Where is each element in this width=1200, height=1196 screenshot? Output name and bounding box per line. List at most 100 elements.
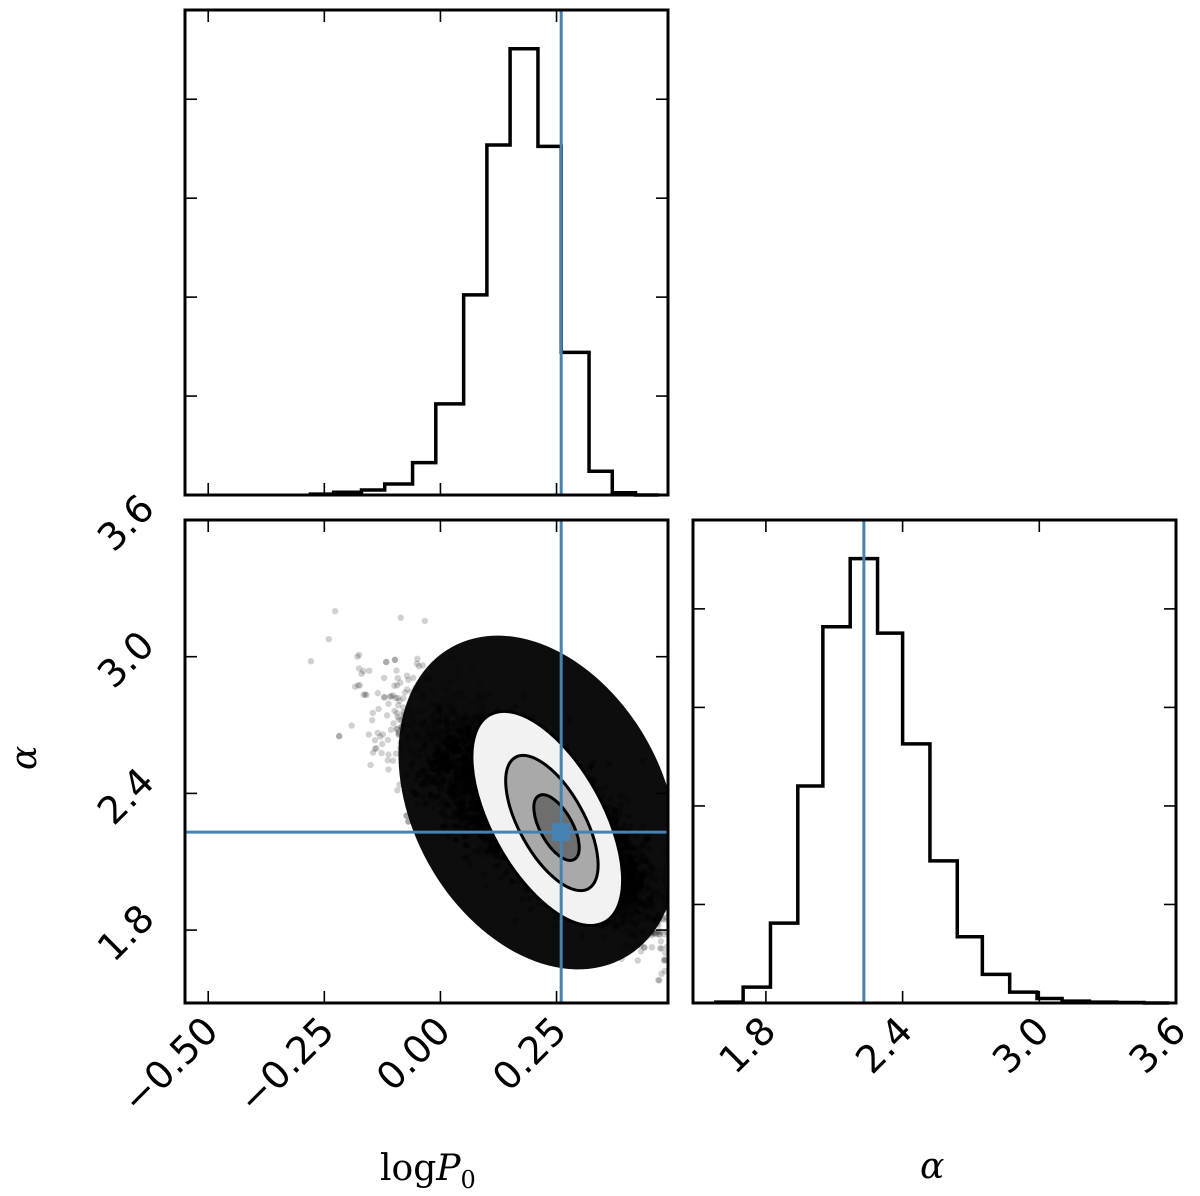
- scatter-point: [656, 931, 664, 938]
- scatter-point: [700, 987, 706, 993]
- scatter-point: [413, 660, 421, 667]
- scatter-point: [371, 737, 379, 744]
- scatter-point: [678, 978, 684, 984]
- scatter-point: [358, 670, 365, 677]
- scatter-point: [395, 716, 403, 723]
- scatter-point: [392, 750, 400, 757]
- scatter-point: [395, 702, 402, 709]
- scatter-point: [375, 705, 382, 713]
- joint-scatter-panel: −0.50 −0.25 0.00 0.251.82.43.03.6: [89, 486, 724, 1122]
- logp0-hist-bar: [413, 463, 436, 495]
- scatter-point: [387, 726, 395, 733]
- scatter-point: [356, 682, 363, 689]
- scatter-point: [681, 953, 687, 959]
- scatter-point: [391, 707, 398, 715]
- scatter-point: [655, 931, 663, 938]
- logp0-hist-bar: [436, 404, 464, 495]
- scatter-point: [393, 667, 400, 674]
- logp0-hist-bar: [487, 145, 510, 495]
- scatter-point: [678, 942, 684, 948]
- scatter-point: [366, 667, 373, 674]
- scatter-point: [383, 658, 390, 666]
- scatter-point: [392, 694, 399, 702]
- scatter-point: [393, 725, 401, 733]
- scatter-point: [657, 938, 664, 945]
- scatter-point: [672, 928, 678, 934]
- scatter-point: [658, 945, 665, 952]
- scatter-point: [673, 882, 679, 888]
- scatter-point: [385, 751, 392, 758]
- scatter-point: [671, 932, 677, 938]
- scatter-point: [363, 691, 370, 699]
- scatter-point: [391, 656, 399, 663]
- scatter-point: [673, 918, 679, 924]
- scatter-point: [661, 931, 668, 938]
- scatter-point: [657, 945, 664, 952]
- scatter-point: [673, 928, 679, 934]
- logp0-hist-bar: [464, 295, 487, 495]
- scatter-point: [670, 1001, 676, 1007]
- scatter-point: [367, 761, 374, 769]
- scatter-point: [336, 732, 343, 740]
- scatter-point: [641, 944, 648, 951]
- logp0-hist-bar: [561, 352, 589, 495]
- scatter-point: [365, 731, 372, 738]
- scatter-point: [672, 947, 678, 953]
- scatter-point: [671, 900, 677, 906]
- logp0-hist-frame: [183, 8, 670, 497]
- scatter-point: [355, 665, 363, 672]
- scatter-point: [648, 944, 656, 951]
- scatter-point: [379, 740, 386, 748]
- scatter-point: [419, 662, 426, 669]
- scatter-point: [371, 745, 379, 752]
- logp0-hist-step-outline: [308, 47, 659, 497]
- scatter-point: [394, 694, 401, 702]
- joint-plot-area: [185, 520, 724, 1007]
- scatter-point: [396, 697, 403, 704]
- scatter-point: [389, 692, 397, 699]
- scatter-point: [369, 749, 377, 756]
- scatter-point: [634, 957, 641, 964]
- scatter-point: [393, 709, 401, 717]
- scatter-point: [421, 617, 429, 625]
- scatter-point: [386, 693, 394, 700]
- scatter-point: [661, 967, 668, 975]
- logp0-hist-bar: [589, 471, 612, 495]
- scatter-point: [410, 674, 417, 681]
- scatter-point: [415, 663, 423, 670]
- scatter-point: [385, 700, 392, 707]
- scatter-point: [718, 940, 724, 946]
- scatter-point: [385, 766, 392, 773]
- scatter-point: [362, 691, 369, 698]
- scatter-point: [369, 709, 376, 717]
- scatter-point: [683, 986, 689, 992]
- scatter-point: [698, 913, 704, 919]
- scatter-point: [373, 745, 380, 752]
- scatter-point: [637, 948, 645, 955]
- scatter-point: [679, 930, 685, 936]
- scatter-point: [670, 921, 676, 927]
- scatter-point: [655, 976, 662, 984]
- scatter-point: [682, 936, 688, 942]
- scatter-point: [307, 658, 315, 665]
- scatter-point: [403, 672, 411, 679]
- scatter-point: [331, 608, 339, 615]
- scatter-point: [401, 689, 409, 696]
- scatter-point: [661, 956, 668, 963]
- histogram-logp0-panel: [183, 8, 670, 497]
- scatter-point: [656, 977, 663, 984]
- scatter-point: [384, 736, 392, 744]
- logp0-hist-bar: [510, 49, 538, 495]
- scatter-point: [394, 787, 401, 794]
- scatter-point: [378, 749, 385, 757]
- scatter-point: [379, 731, 386, 738]
- scatter-point: [390, 720, 397, 727]
- scatter-point: [360, 667, 367, 675]
- scatter-point: [678, 944, 684, 950]
- scatter-point: [355, 651, 363, 659]
- scatter-point: [325, 636, 332, 643]
- scatter-point: [684, 933, 690, 939]
- scatter-point: [718, 949, 724, 955]
- scatter-point: [404, 686, 411, 693]
